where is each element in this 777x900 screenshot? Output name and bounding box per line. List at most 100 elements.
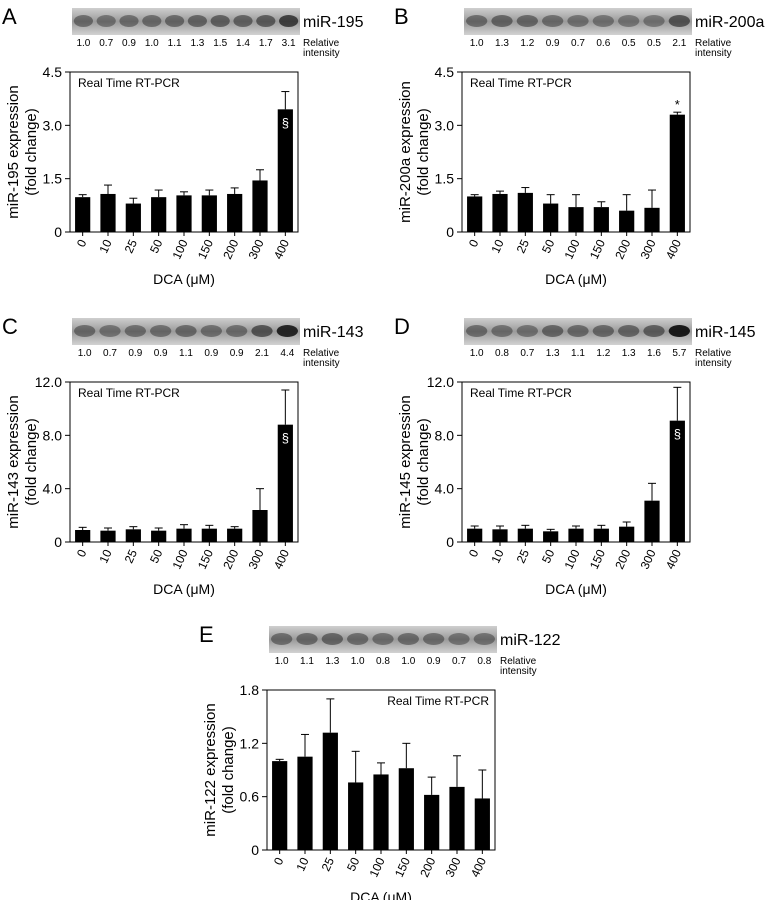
- intensity-value: 0.7: [99, 38, 113, 49]
- mirna-name: miR-145: [695, 324, 756, 341]
- annotation: *: [675, 97, 680, 112]
- bar: [644, 207, 660, 232]
- intensity-value: 3.1: [282, 38, 296, 49]
- x-tick-label: 25: [122, 547, 140, 565]
- x-tick-label: 300: [246, 237, 267, 261]
- panel-letter: B: [394, 4, 409, 29]
- intensity-label: Relative: [695, 348, 732, 359]
- bar: [492, 529, 508, 542]
- intensity-value: 0.9: [122, 38, 136, 49]
- intensity-label: Relative: [500, 656, 537, 667]
- bar: [492, 193, 508, 232]
- y-tick-label: 12.0: [427, 374, 454, 390]
- annotation: §: [282, 431, 289, 446]
- bar: [593, 207, 609, 232]
- gel-lane: [423, 633, 445, 645]
- y-axis-label: miR-122 expression: [202, 703, 219, 836]
- bar: [619, 210, 635, 232]
- x-axis-label: DCA (μM): [545, 271, 607, 287]
- gel-lane: [448, 633, 470, 645]
- gel-lane: [592, 325, 614, 337]
- bar: [568, 207, 584, 232]
- gel-lane: [567, 325, 589, 337]
- gel-lane: [210, 15, 230, 27]
- intensity-value: 0.7: [452, 656, 466, 667]
- gel-lane: [618, 15, 640, 27]
- y-tick-label: 8.0: [43, 427, 63, 443]
- intensity-label: intensity: [695, 358, 732, 369]
- x-tick-label: 50: [344, 855, 362, 873]
- x-tick-label: 0: [271, 855, 287, 867]
- bar: [75, 197, 91, 232]
- panel: E 1.0 1.1 1.3 1.0 0.8 1.0 0.9 0.7 0.8 miR-122 Relat…: [199, 622, 561, 900]
- bar: [348, 782, 364, 850]
- bar: [467, 528, 483, 542]
- gel-lane: [200, 325, 222, 337]
- bar: [151, 197, 167, 232]
- intensity-value: 1.2: [596, 348, 610, 359]
- method-label: Real Time RT-PCR: [387, 694, 489, 708]
- x-tick-label: 0: [466, 547, 482, 559]
- intensity-value: 0.6: [596, 38, 610, 49]
- gel-lane: [124, 325, 146, 337]
- bar: [227, 193, 243, 232]
- panel-letter: D: [394, 314, 410, 339]
- y-axis-label: miR-200a expression: [397, 81, 414, 223]
- panel: B 1.0 1.3 1.2 0.9 0.7 0.6 0.5 0.5 2.1 miR-200a Rela…: [394, 4, 764, 287]
- x-tick-label: 400: [663, 547, 684, 571]
- y-axis-label: (fold change): [23, 108, 40, 196]
- gel-lane: [516, 15, 538, 27]
- bar: [398, 768, 414, 850]
- intensity-value: 1.5: [213, 38, 227, 49]
- y-axis-label: (fold change): [415, 108, 432, 196]
- y-tick-label: 0: [446, 534, 454, 550]
- bar: [593, 528, 609, 542]
- x-tick-label: 100: [562, 547, 583, 571]
- x-tick-label: 200: [612, 547, 633, 571]
- x-tick-label: 25: [122, 237, 140, 255]
- gel-lane: [397, 633, 419, 645]
- x-axis-label: DCA (μM): [153, 581, 215, 597]
- bar: [277, 109, 293, 232]
- intensity-value: 2.1: [255, 348, 269, 359]
- intensity-value: 2.1: [672, 38, 686, 49]
- mirna-name: miR-122: [500, 632, 561, 649]
- bar: [201, 195, 217, 232]
- y-tick-label: 4.5: [435, 64, 455, 80]
- intensity-value: 0.9: [128, 348, 142, 359]
- x-tick-label: 50: [147, 547, 165, 565]
- intensity-value: 0.8: [376, 656, 390, 667]
- gel-lane: [347, 633, 369, 645]
- y-tick-label: 12.0: [35, 374, 62, 390]
- bar: [151, 530, 167, 542]
- bar: [201, 528, 217, 542]
- y-axis-label: miR-143 expression: [5, 395, 22, 528]
- gel-lane: [372, 633, 394, 645]
- bar: [176, 195, 192, 232]
- intensity-value: 1.0: [78, 348, 92, 359]
- bar: [100, 530, 116, 542]
- intensity-value: 1.3: [325, 656, 339, 667]
- bar: [474, 798, 490, 850]
- gel-band: [464, 318, 692, 345]
- intensity-value: 5.7: [672, 348, 686, 359]
- intensity-label: intensity: [500, 666, 537, 677]
- intensity-value: 0.9: [154, 348, 168, 359]
- bar: [424, 794, 440, 850]
- intensity-value: 1.1: [300, 656, 314, 667]
- gel-band: [464, 8, 692, 35]
- intensity-value: 1.3: [190, 38, 204, 49]
- x-tick-label: 200: [417, 855, 438, 879]
- gel-lane: [74, 325, 96, 337]
- panel: C 1.0 0.7 0.9 0.9 1.1 0.9 0.9 2.1 4.4 miR-143 Relat…: [2, 314, 364, 597]
- intensity-value: 0.5: [622, 38, 636, 49]
- y-tick-label: 4.5: [43, 64, 63, 80]
- gel-lane: [473, 633, 495, 645]
- intensity-value: 1.1: [571, 348, 585, 359]
- intensity-value: 0.9: [204, 348, 218, 359]
- intensity-value: 1.0: [351, 656, 365, 667]
- gel-lane: [175, 325, 197, 337]
- method-label: Real Time RT-PCR: [78, 76, 180, 90]
- intensity-value: 1.0: [470, 348, 484, 359]
